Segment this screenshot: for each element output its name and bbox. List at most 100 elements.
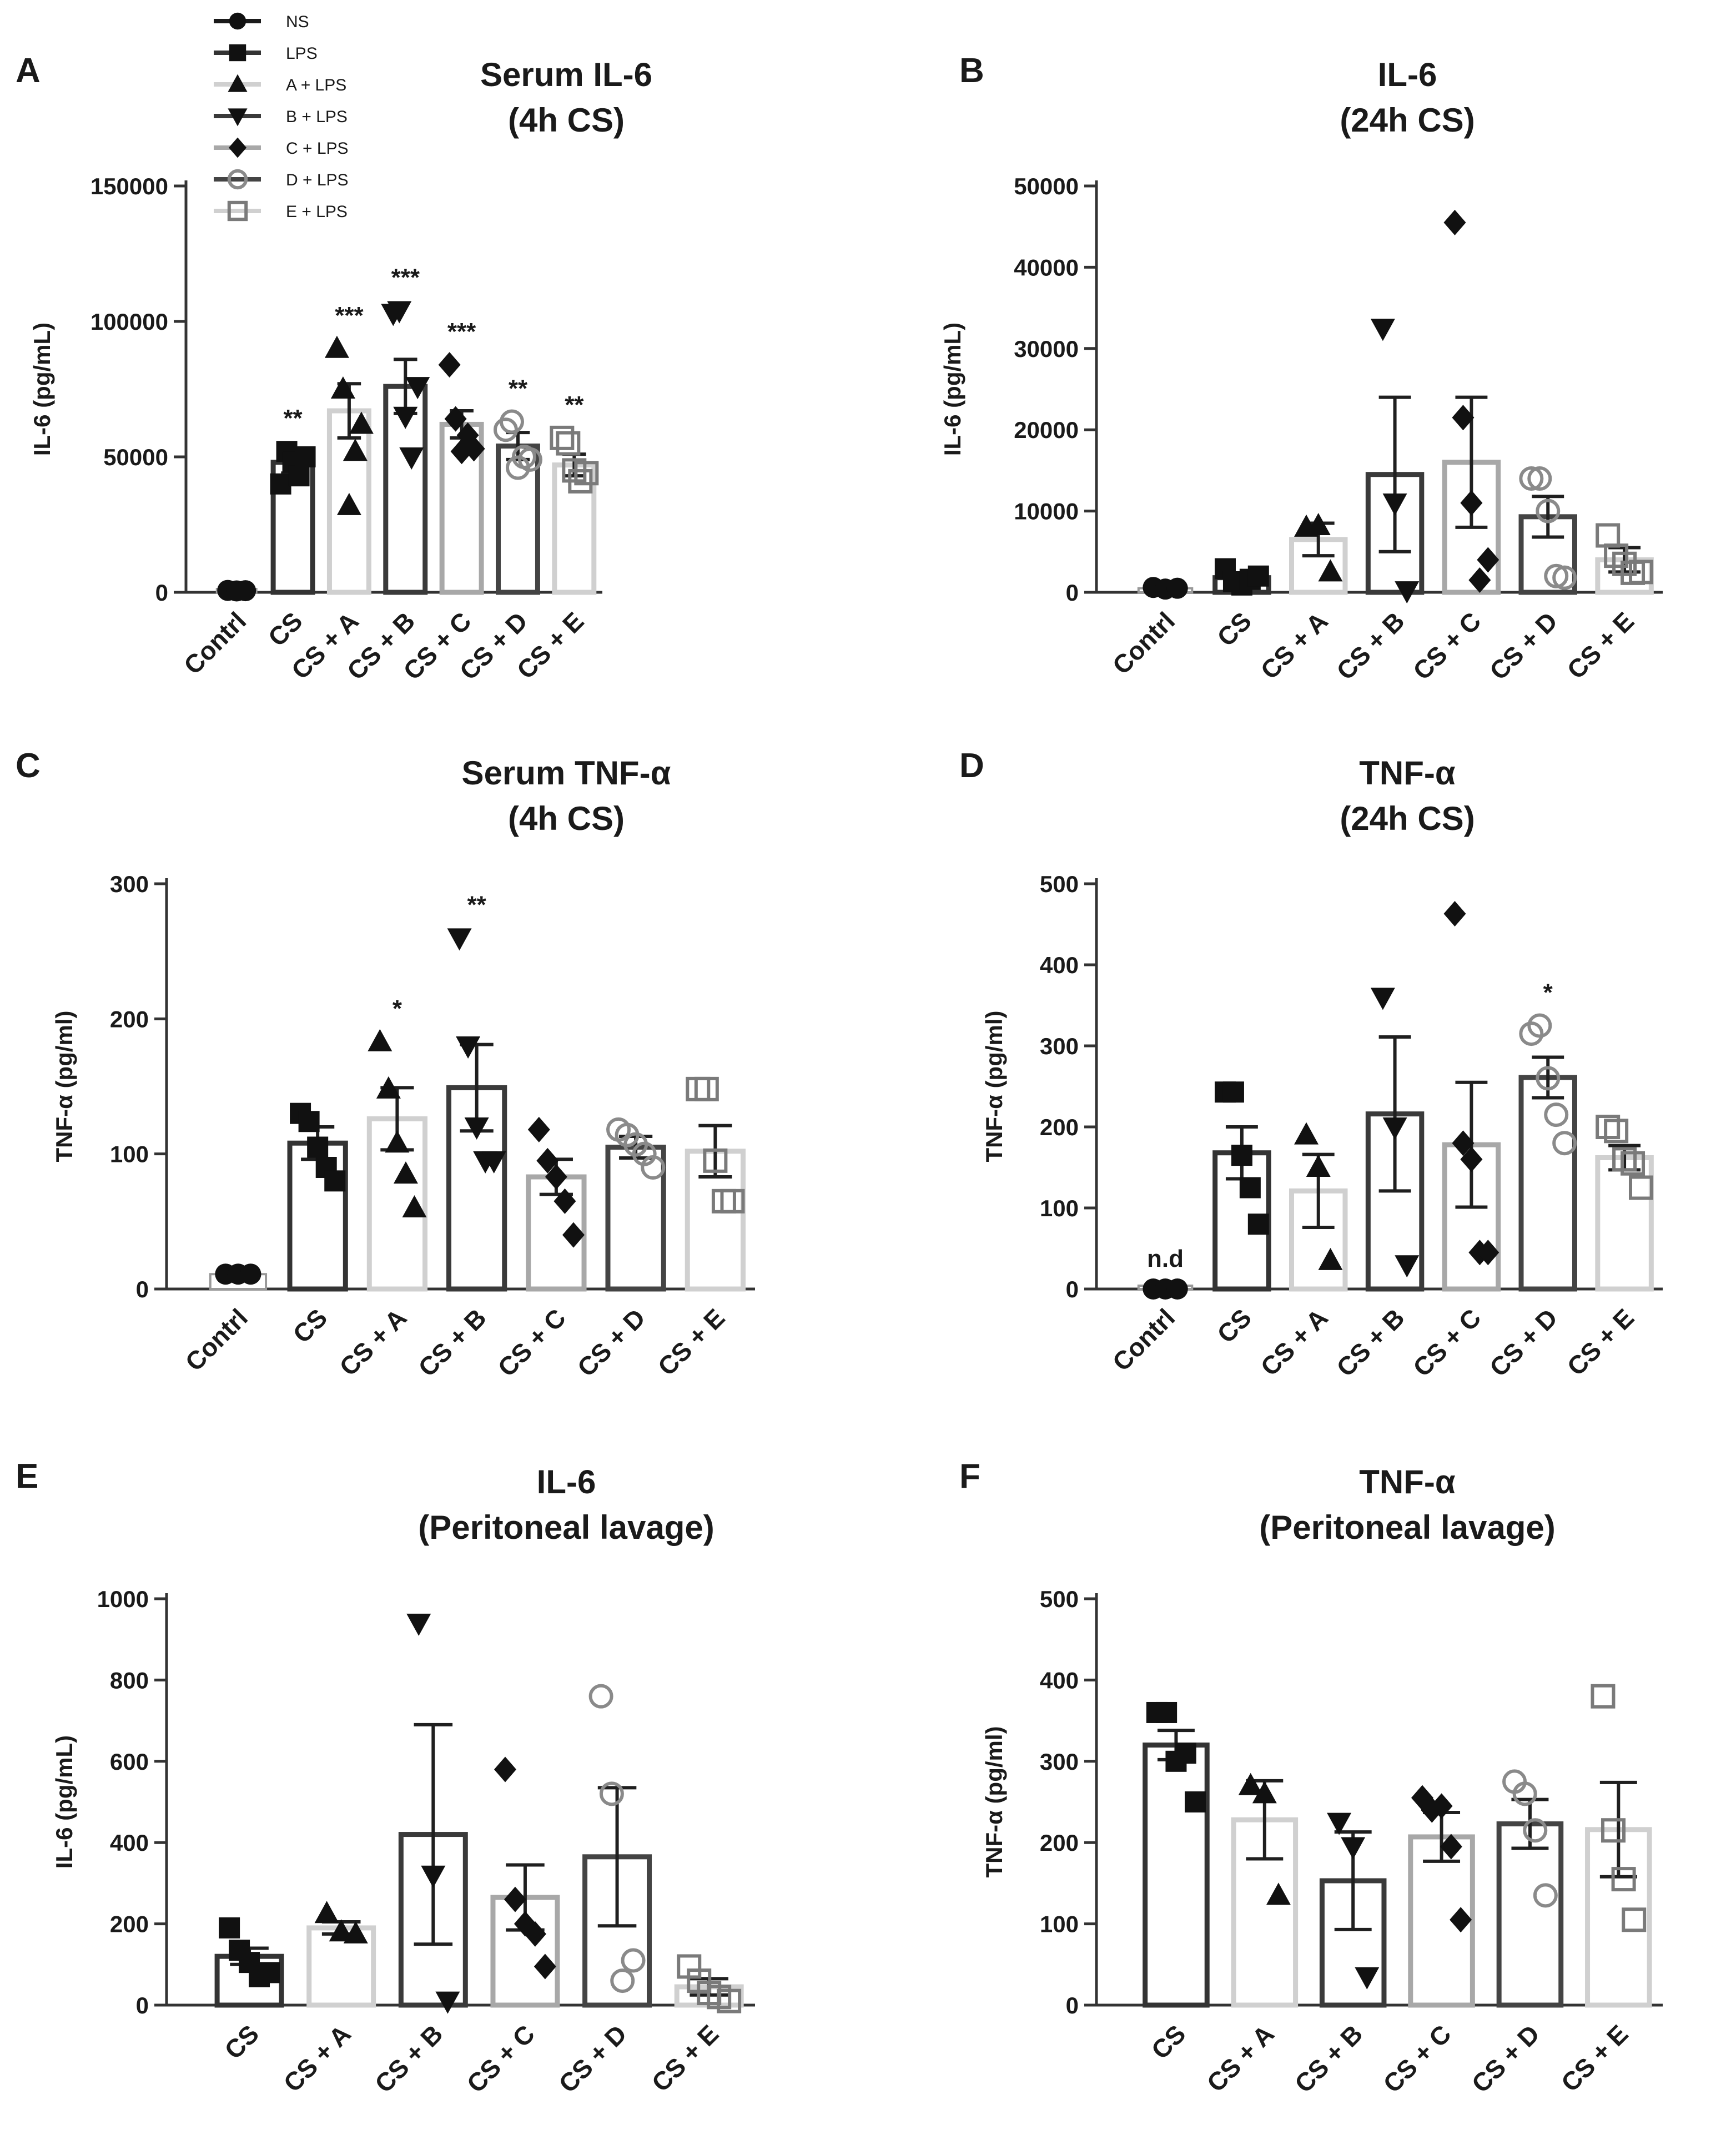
x-category-label: CS + B <box>1289 2019 1368 2098</box>
data-point <box>1601 1818 1626 1843</box>
panel-letter: A <box>16 52 41 90</box>
y-tick-label: 10000 <box>1014 499 1079 525</box>
data-point <box>270 473 291 495</box>
data-point <box>1536 499 1561 523</box>
data-point <box>1166 577 1188 599</box>
x-category-label: Contrl <box>1107 1303 1181 1377</box>
data-point <box>1612 1147 1637 1172</box>
x-category-label: CS + B <box>369 2019 449 2098</box>
significance-label: ** <box>467 891 487 918</box>
data-point <box>1452 405 1475 431</box>
data-point <box>621 1948 646 1973</box>
data-point <box>1382 493 1407 516</box>
x-category-label: CS <box>219 2019 264 2065</box>
legend-marker <box>228 74 248 92</box>
x-category-label: CS + C <box>461 2019 540 2098</box>
data-point <box>1450 1907 1472 1933</box>
data-point <box>330 376 355 399</box>
panel-letter: F <box>959 1457 980 1496</box>
data-point <box>1628 1175 1653 1200</box>
data-point <box>1382 1117 1407 1140</box>
legend-label: C + LPS <box>286 139 349 158</box>
data-point <box>545 1164 567 1190</box>
data-point <box>385 1130 410 1153</box>
data-point <box>536 1147 559 1174</box>
y-tick-label: 0 <box>136 1992 149 2018</box>
y-tick-label: 200 <box>1040 1114 1079 1140</box>
x-category-label: CS + D <box>572 1303 651 1382</box>
significance-label: ** <box>509 375 528 402</box>
data-point <box>368 1029 393 1051</box>
data-point <box>1247 1213 1269 1235</box>
data-point <box>376 1076 401 1099</box>
data-point <box>393 406 418 429</box>
x-category-label: CS + E <box>1561 606 1639 684</box>
data-point <box>259 1962 280 1983</box>
significance-label: *** <box>447 318 476 345</box>
chart-title-line: IL-6 <box>1378 56 1437 93</box>
data-point <box>1395 1255 1420 1278</box>
legend: NS LPS A + LPS B + LPS C + LPS D + LPS E + LPS <box>214 12 349 221</box>
data-point <box>349 411 374 434</box>
data-point <box>405 377 430 400</box>
data-point <box>307 1136 329 1158</box>
data-point <box>720 1189 745 1213</box>
y-tick-label: 0 <box>1066 1992 1079 2018</box>
data-point <box>1544 1102 1569 1127</box>
data-point <box>406 1613 431 1636</box>
y-axis-label: IL-6 (pg/mL) <box>29 323 55 456</box>
data-point <box>393 1161 418 1184</box>
data-point <box>1294 1122 1319 1145</box>
y-tick-label: 400 <box>1040 1667 1079 1693</box>
x-category-label: CS <box>1211 606 1257 652</box>
data-point <box>1370 319 1395 341</box>
x-category-label: CS + D <box>553 2019 632 2098</box>
data-point <box>1156 1701 1178 1723</box>
data-point <box>288 465 310 487</box>
significance-label: *** <box>391 264 420 291</box>
legend-marker <box>229 44 246 62</box>
x-category-label: CS + C <box>1407 1303 1487 1382</box>
chart-title-line: (4h CS) <box>508 102 625 139</box>
data-point <box>1460 490 1483 516</box>
legend-label: E + LPS <box>286 203 348 221</box>
x-category-label: CS + D <box>1484 1303 1563 1382</box>
x-category-label: CS + A <box>1201 2019 1280 2097</box>
data-point <box>1512 1781 1537 1806</box>
data-point <box>343 1921 368 1943</box>
x-category-label: Contrl <box>1107 606 1181 680</box>
data-point <box>438 352 461 378</box>
chart-title-line: (Peritoneal lavage) <box>418 1509 714 1546</box>
legend-marker <box>229 12 246 30</box>
data-point <box>1440 1834 1462 1860</box>
data-point <box>324 1170 346 1192</box>
significance-label: * <box>1543 979 1553 1006</box>
x-category-label: CS + E <box>1556 2019 1634 2097</box>
data-point <box>1341 1837 1366 1860</box>
y-tick-label: 40000 <box>1014 254 1079 280</box>
y-tick-label: 500 <box>1040 871 1079 897</box>
x-category-label: CS + C <box>492 1303 571 1382</box>
data-point <box>343 439 368 461</box>
data-point <box>1318 1247 1343 1270</box>
y-tick-label: 20000 <box>1014 417 1079 443</box>
data-point <box>494 1756 516 1783</box>
chart-panel-c: C Serum TNF-α (4h CS) 0 100 200 300 TNF-α (pg/m… <box>16 747 755 1382</box>
data-point <box>240 1263 261 1285</box>
data-point <box>1552 565 1577 590</box>
x-category-label: Contrl <box>179 1303 253 1377</box>
data-point <box>1370 988 1395 1010</box>
significance-label: *** <box>335 302 364 329</box>
data-point <box>1533 1883 1558 1908</box>
legend-label: LPS <box>286 44 318 63</box>
data-point <box>1477 1240 1499 1266</box>
data-point <box>1306 512 1331 535</box>
significance-label: * <box>393 995 402 1023</box>
bar <box>1518 1075 1577 1292</box>
chart-title-line: (24h CS) <box>1340 800 1475 837</box>
chart-title-line: TNF-α <box>1359 754 1456 792</box>
significance-label: n.d <box>1147 1245 1184 1272</box>
chart-panel-e: E IL-6 (Peritoneal lavage) 0 200 400 600 800 100… <box>16 1457 755 2098</box>
data-point <box>562 1222 585 1248</box>
